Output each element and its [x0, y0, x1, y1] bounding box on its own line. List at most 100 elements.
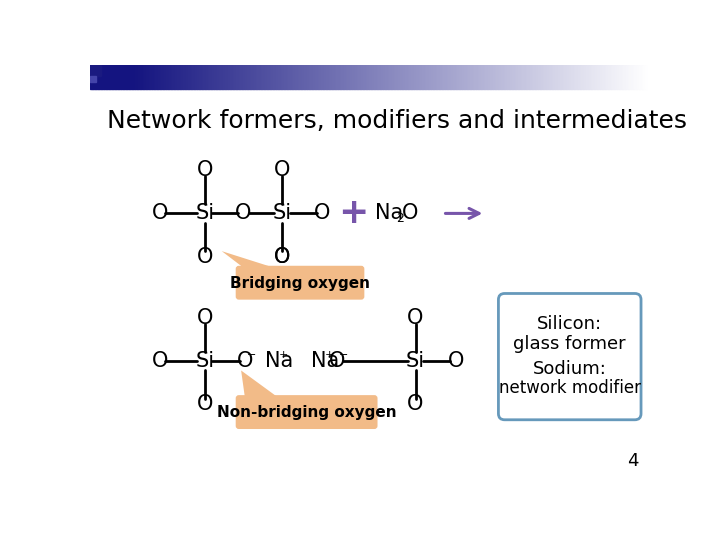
Bar: [541, 65, 543, 90]
Bar: [169, 65, 171, 90]
Bar: [358, 65, 360, 90]
FancyBboxPatch shape: [498, 294, 641, 420]
Bar: [276, 65, 277, 90]
Text: −: −: [246, 350, 256, 360]
Bar: [645, 65, 647, 90]
Bar: [422, 65, 423, 90]
Bar: [166, 65, 168, 90]
Bar: [629, 65, 631, 90]
Bar: [472, 65, 473, 90]
Bar: [488, 65, 490, 90]
Bar: [617, 65, 618, 90]
Bar: [492, 65, 493, 90]
Bar: [394, 65, 395, 90]
Bar: [372, 65, 374, 90]
Bar: [239, 65, 240, 90]
Bar: [364, 65, 366, 90]
Bar: [363, 65, 364, 90]
Bar: [335, 65, 336, 90]
Text: Network formers, modifiers and intermediates: Network formers, modifiers and intermedi…: [107, 110, 687, 133]
Bar: [110, 65, 112, 90]
Bar: [199, 65, 200, 90]
Bar: [150, 65, 152, 90]
Bar: [477, 65, 479, 90]
Bar: [605, 65, 606, 90]
Bar: [583, 65, 585, 90]
Bar: [600, 65, 601, 90]
Text: O: O: [152, 351, 168, 372]
Bar: [499, 65, 500, 90]
Bar: [538, 65, 539, 90]
Bar: [456, 65, 457, 90]
Bar: [180, 65, 181, 90]
Bar: [444, 65, 445, 90]
Bar: [625, 65, 626, 90]
Bar: [598, 65, 600, 90]
Bar: [195, 65, 197, 90]
Bar: [468, 65, 469, 90]
Text: O: O: [329, 351, 346, 372]
Bar: [513, 65, 515, 90]
Bar: [141, 65, 143, 90]
Bar: [114, 65, 117, 90]
Text: +: +: [279, 350, 289, 360]
Bar: [383, 65, 384, 90]
Bar: [313, 65, 315, 90]
Bar: [552, 65, 554, 90]
Bar: [544, 65, 546, 90]
Bar: [532, 65, 534, 90]
Bar: [174, 65, 175, 90]
Bar: [559, 65, 561, 90]
Text: glass former: glass former: [513, 335, 626, 353]
Polygon shape: [241, 370, 279, 398]
Bar: [222, 65, 223, 90]
Bar: [157, 65, 158, 90]
Bar: [426, 65, 428, 90]
Bar: [420, 65, 422, 90]
Text: O: O: [235, 204, 251, 224]
Bar: [490, 65, 492, 90]
Bar: [590, 65, 593, 90]
Bar: [256, 65, 258, 90]
FancyBboxPatch shape: [235, 266, 364, 300]
Text: network modifier: network modifier: [499, 379, 641, 397]
Bar: [616, 65, 617, 90]
Text: O: O: [402, 204, 419, 224]
Bar: [132, 65, 133, 90]
Text: Si: Si: [406, 351, 425, 372]
Bar: [564, 65, 566, 90]
Bar: [451, 65, 453, 90]
Bar: [374, 65, 375, 90]
Bar: [296, 65, 297, 90]
Bar: [389, 65, 391, 90]
Bar: [581, 65, 583, 90]
Text: Na: Na: [311, 351, 339, 372]
Bar: [285, 65, 287, 90]
Bar: [341, 65, 343, 90]
Bar: [117, 65, 118, 90]
Bar: [302, 65, 304, 90]
Bar: [312, 65, 313, 90]
Text: O: O: [197, 160, 213, 180]
Bar: [476, 65, 477, 90]
Bar: [550, 65, 552, 90]
Text: O: O: [274, 160, 290, 180]
Bar: [360, 65, 361, 90]
Bar: [107, 65, 109, 90]
Bar: [527, 65, 528, 90]
Bar: [632, 65, 634, 90]
Bar: [589, 65, 590, 90]
Bar: [384, 65, 386, 90]
Bar: [408, 65, 409, 90]
Bar: [192, 65, 194, 90]
Bar: [266, 65, 269, 90]
Bar: [212, 65, 214, 90]
Bar: [293, 65, 294, 90]
Bar: [243, 65, 245, 90]
Bar: [434, 65, 436, 90]
Bar: [409, 65, 411, 90]
Bar: [177, 65, 179, 90]
Polygon shape: [222, 251, 277, 269]
Bar: [453, 65, 454, 90]
Bar: [637, 65, 639, 90]
